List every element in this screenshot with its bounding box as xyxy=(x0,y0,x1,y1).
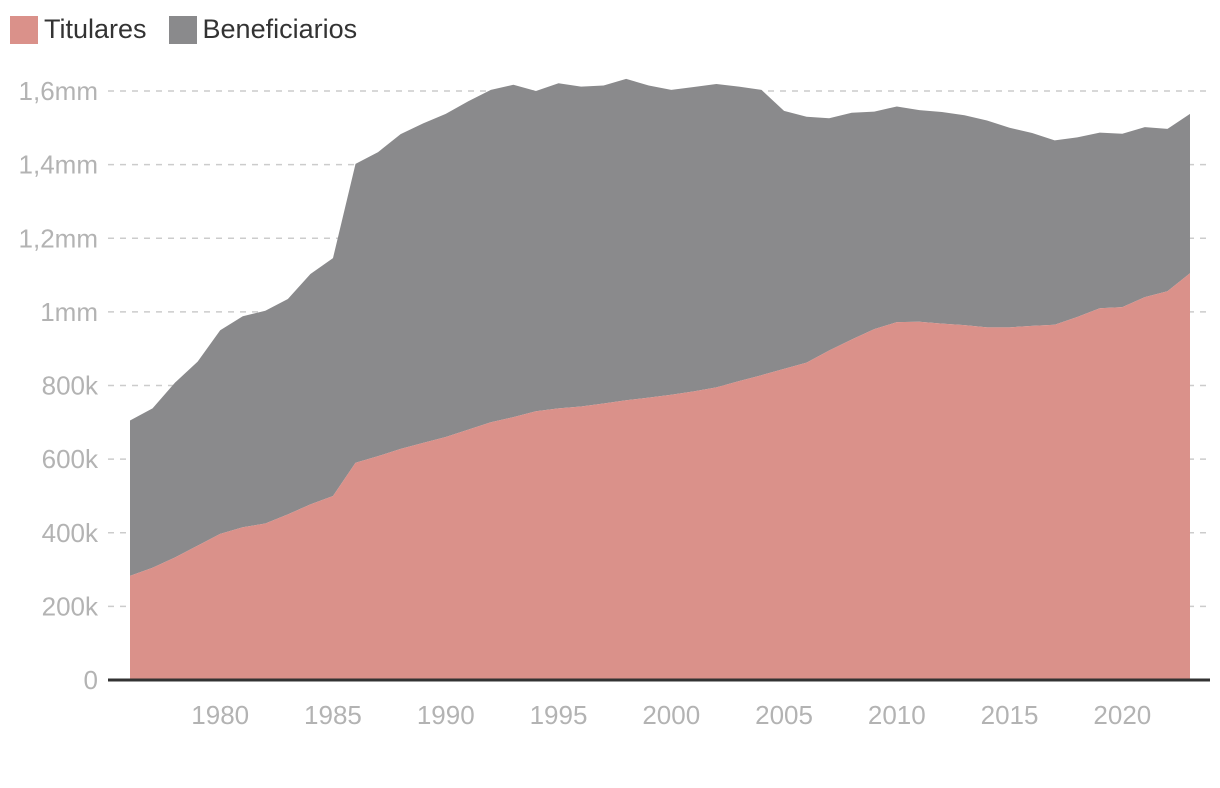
y-tick-label: 400k xyxy=(42,518,99,548)
y-tick-label: 0 xyxy=(84,665,98,695)
y-tick-label: 1mm xyxy=(40,297,98,327)
y-tick-label: 1,2mm xyxy=(19,223,98,253)
x-tick-labels: 1980 1985 1990 1995 2000 2005 2010 2015 2020 xyxy=(191,700,1151,730)
x-tick-label: 1995 xyxy=(530,700,588,730)
legend-label-titulares: Titulares xyxy=(44,14,147,44)
x-tick-label: 1980 xyxy=(191,700,249,730)
x-tick-label: 2015 xyxy=(981,700,1039,730)
legend-swatch-titulares xyxy=(10,15,38,44)
x-tick-label: 1990 xyxy=(417,700,475,730)
legend-label-beneficiarios: Beneficiarios xyxy=(202,14,358,44)
x-tick-label: 2000 xyxy=(642,700,700,730)
area-titulares xyxy=(130,273,1190,680)
x-tick-label: 1985 xyxy=(304,700,362,730)
y-tick-labels: 0 200k 400k 600k 800k 1mm 1,2mm 1,4mm 1,6mm xyxy=(19,76,99,695)
area-beneficiarios xyxy=(130,78,1190,576)
y-tick-label: 1,6mm xyxy=(19,76,98,106)
chart-areas xyxy=(130,78,1190,680)
y-tick-label: 600k xyxy=(42,444,99,474)
legend-item-beneficiarios: Beneficiarios xyxy=(168,14,358,45)
y-tick-label: 1,4mm xyxy=(19,150,98,180)
legend-swatch-beneficiarios xyxy=(168,15,197,44)
chart-legend: Titulares Beneficiarios xyxy=(10,14,379,45)
x-tick-label: 2020 xyxy=(1093,700,1151,730)
x-tick-label: 2005 xyxy=(755,700,813,730)
y-tick-label: 800k xyxy=(42,371,99,401)
y-tick-label: 200k xyxy=(42,591,99,621)
legend-item-titulares: Titulares xyxy=(10,14,147,45)
x-tick-label: 2010 xyxy=(868,700,926,730)
